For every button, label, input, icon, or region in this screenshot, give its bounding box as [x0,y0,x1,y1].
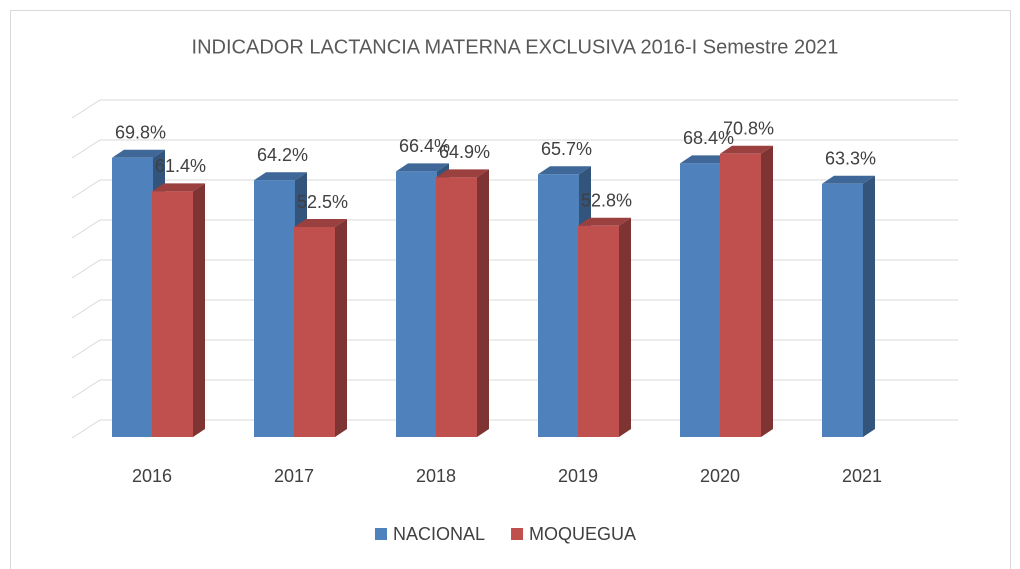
bar-side [335,219,347,437]
data-label: 70.8% [723,119,774,139]
bar-side [863,176,875,437]
data-label: 52.5% [297,192,348,212]
chart-title: INDICADOR LACTANCIA MATERNA EXCLUSIVA 20… [192,36,839,58]
data-label: 65.7% [541,139,592,159]
bar-side [477,169,489,437]
chart: INDICADOR LACTANCIA MATERNA EXCLUSIVA 20… [0,0,1020,569]
x-tick-label: 2020 [700,466,740,486]
x-tick-label: 2016 [132,466,172,486]
bar [294,227,335,437]
bar [578,226,619,437]
data-label: 69.8% [115,123,166,143]
bar [680,163,721,437]
data-label: 64.9% [439,142,490,162]
bar [720,154,761,437]
bar-side [619,218,631,437]
x-tick-label: 2019 [558,466,598,486]
bar [152,191,193,437]
data-label: 64.2% [257,145,308,165]
legend-swatch [511,528,523,540]
legend-label: MOQUEGUA [529,524,636,544]
bar-side [761,146,773,437]
bar [436,177,477,437]
data-label: 63.3% [825,149,876,169]
x-tick-label: 2021 [842,466,882,486]
x-tick-label: 2018 [416,466,456,486]
bar [822,184,863,437]
bar [396,171,437,437]
legend-label: NACIONAL [393,524,485,544]
legend-swatch [375,528,387,540]
data-label: 61.4% [155,156,206,176]
data-label: 52.8% [581,191,632,211]
bar [112,158,153,437]
x-tick-label: 2017 [274,466,314,486]
bar [254,180,295,437]
bar-side [193,183,205,437]
bar [538,174,579,437]
